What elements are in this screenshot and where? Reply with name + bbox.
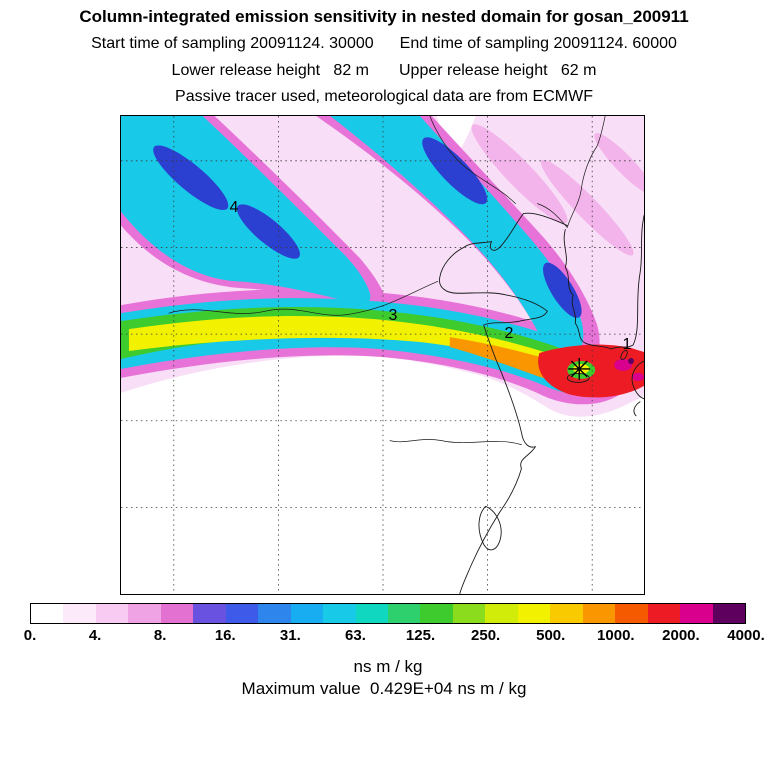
colorbar-segment <box>355 604 388 623</box>
colorbar-tick-label: 16. <box>214 627 236 644</box>
colorbar-segment <box>420 604 453 623</box>
colorbar-tick-label: 4. <box>88 627 102 644</box>
colorbar-segment <box>31 604 64 623</box>
colorbar-segment <box>550 604 583 623</box>
colorbar-tick-label: 500. <box>536 627 566 644</box>
colorbar: 0. 4. 8. 16. 31. 63. 125. 250. 500. 1000. 2000. 400… <box>24 603 765 677</box>
colorbar-segment <box>63 604 96 623</box>
colorbar-segment <box>193 604 226 623</box>
sampling-time-row: Start time of sampling 20091124. 30000 E… <box>0 35 768 53</box>
colorbar-segment <box>582 604 616 623</box>
colorbar-segment <box>225 604 259 623</box>
colorbar-segment <box>290 604 324 623</box>
end-time-label: End time of sampling 20091124. 60000 <box>399 35 677 52</box>
max-value-label: Maximum value 0.429E+04 ns m / kg <box>241 679 527 698</box>
figure-title: Column-integrated emission sensitivity i… <box>79 7 689 26</box>
tracer-info-label: Passive tracer used, meteorological data… <box>175 88 593 105</box>
upper-release-label: Upper release height 62 m <box>399 62 597 79</box>
emission-plume <box>121 116 644 417</box>
colorbar-ticks: 0. 4. 8. 16. 31. 63. 125. 250. 500. 1000. 2000. 400… <box>24 627 765 647</box>
colorbar-units-label: ns m / kg <box>353 657 423 676</box>
colorbar-segment <box>128 604 161 623</box>
colorbar-tick-label: 1000. <box>597 627 635 644</box>
colorbar-segment <box>160 604 194 623</box>
receptor-star-icon <box>568 357 591 380</box>
colorbar-tick-label: 0. <box>23 627 37 644</box>
colorbar-tick-label: 125. <box>405 627 436 644</box>
colorbar-tick-label: 31. <box>279 627 301 644</box>
colorbar-segment <box>323 604 356 623</box>
colorbar-segment <box>258 604 291 623</box>
start-time-label: Start time of sampling 20091124. 30000 <box>91 35 374 52</box>
colorbar-tick-label: 4000. <box>727 627 765 644</box>
coastlines <box>168 116 644 594</box>
colorbar-segment <box>517 604 551 623</box>
colorbar-tick-label: 2000. <box>662 627 700 644</box>
release-height-row: Lower release height 82 m Upper release … <box>0 62 768 80</box>
colorbar-segments <box>30 603 746 624</box>
colorbar-segment <box>95 604 129 623</box>
map-svg <box>121 116 644 594</box>
colorbar-segment <box>712 604 745 623</box>
colorbar-tick-label: 250. <box>471 627 501 644</box>
colorbar-tick-label: 8. <box>153 627 167 644</box>
lower-release-label: Lower release height 82 m <box>171 62 369 79</box>
colorbar-segment <box>452 604 486 623</box>
colorbar-tick-label: 63. <box>345 627 366 644</box>
colorbar-segment <box>680 604 713 623</box>
colorbar-segment <box>387 604 421 623</box>
colorbar-segment <box>647 604 681 623</box>
colorbar-segment <box>485 604 518 623</box>
colorbar-segment <box>615 604 648 623</box>
